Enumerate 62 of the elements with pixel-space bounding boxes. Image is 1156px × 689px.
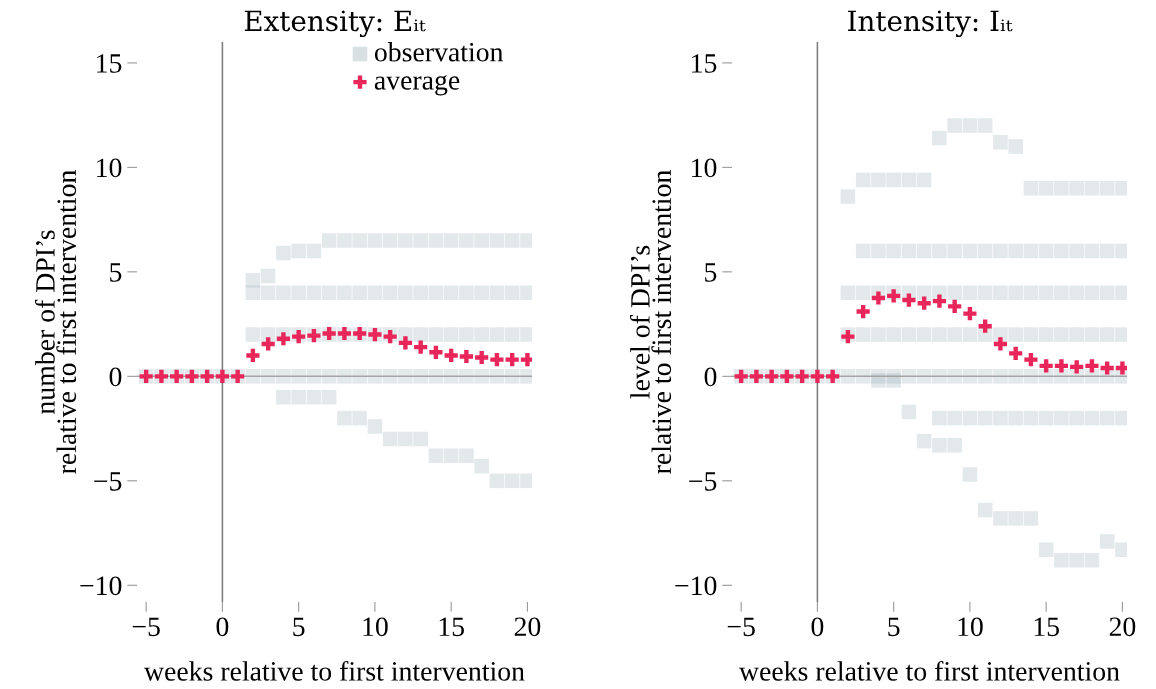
point [444, 348, 458, 363]
x-tick-label: 20 [1109, 617, 1136, 637]
point [475, 350, 489, 365]
legend-label: observation [374, 42, 504, 62]
x-tick-label: 0 [216, 617, 229, 637]
point [1115, 361, 1127, 375]
point [963, 307, 977, 321]
point [887, 289, 901, 303]
x-tick-label: 5 [293, 617, 305, 637]
point [246, 348, 260, 363]
point [1085, 359, 1099, 373]
point [917, 296, 931, 310]
point [398, 336, 412, 350]
point [1024, 353, 1038, 367]
x-tick-label: −5 [132, 617, 160, 637]
y-tick-label: −5 [94, 472, 122, 491]
point [490, 353, 504, 367]
point [459, 349, 474, 364]
x-tick-label: 15 [1034, 617, 1059, 637]
y-tick-label: −10 [675, 576, 717, 596]
point [414, 340, 428, 354]
x-tick-label: 20 [514, 617, 541, 637]
y-tick-label: 0 [704, 367, 717, 387]
x-tick-label: 10 [958, 617, 983, 637]
point [520, 353, 532, 367]
y-tick-label: −10 [80, 576, 122, 596]
y-tick-label: 15 [97, 54, 122, 73]
y-tick-label: 0 [109, 367, 122, 387]
point [261, 337, 275, 351]
y-axis-title: number of DPI’s relative to first intervention [34, 170, 77, 474]
point [505, 353, 519, 367]
x-tick-label: 0 [811, 617, 824, 637]
point [1054, 359, 1069, 373]
point [871, 291, 885, 305]
point [948, 299, 962, 313]
x-axis-title: weeks relative to first intervention [144, 660, 525, 681]
point [1100, 361, 1114, 375]
y-tick-label: 15 [692, 54, 717, 73]
point [1009, 346, 1023, 360]
legend-label: average [374, 75, 460, 96]
chart-title: Extensity: Eᵢₜ [244, 10, 426, 38]
x-axis-title: weeks relative to first intervention [739, 660, 1120, 681]
y-tick-label: −5 [689, 472, 717, 491]
x-tick-label: 5 [888, 617, 900, 637]
point [978, 319, 992, 333]
point [856, 304, 870, 319]
y-tick-label: 5 [110, 263, 122, 282]
point [932, 294, 946, 308]
point [429, 345, 443, 359]
y-axis-title: level of DPI’s relative to first intervention [629, 170, 672, 474]
point [902, 293, 916, 307]
point [1070, 360, 1084, 374]
x-tick-label: −5 [727, 617, 755, 637]
x-tick-label: 10 [363, 617, 388, 637]
chart-title: Intensity: Iᵢₜ [848, 10, 1013, 38]
y-tick-label: 10 [692, 158, 717, 178]
point [276, 332, 290, 346]
point [1039, 359, 1053, 373]
y-tick-label: 5 [705, 263, 717, 282]
point [993, 337, 1007, 351]
x-tick-label: 15 [439, 617, 464, 637]
y-tick-label: 10 [97, 158, 122, 178]
